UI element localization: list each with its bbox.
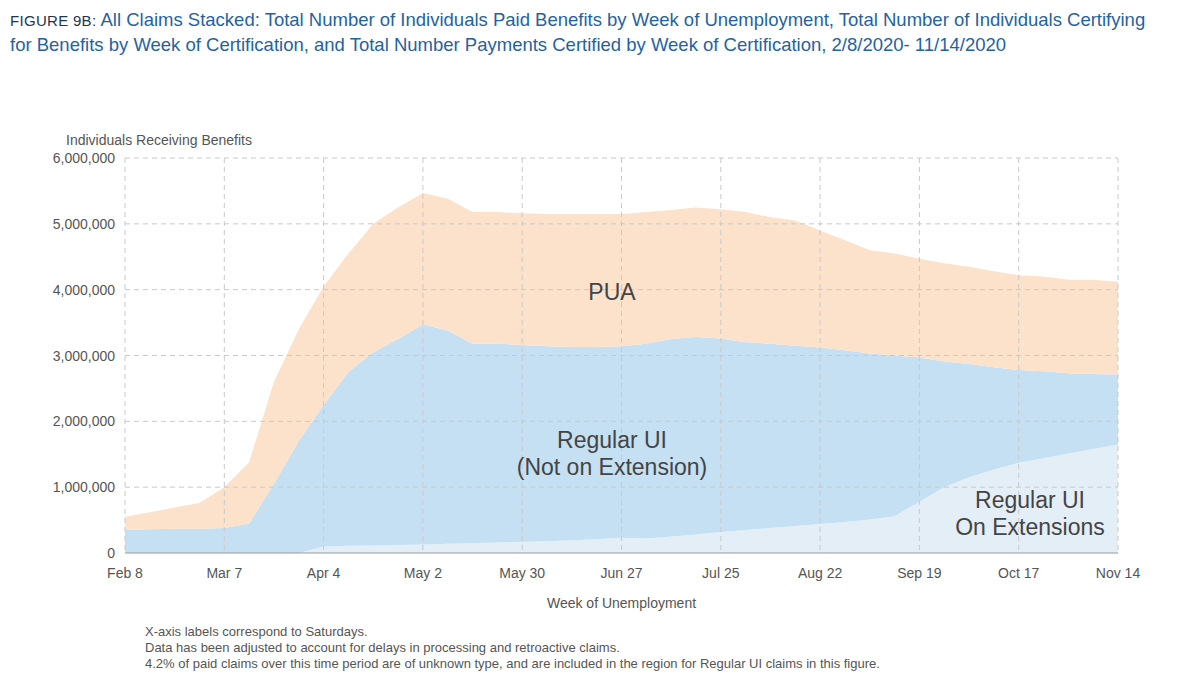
note: X-axis labels correspond to Saturdays. [145,624,368,639]
x-grid-line [125,158,126,553]
y-tick-label: 6,000,000 [53,150,115,166]
x-grid-line [919,158,920,553]
x-grid-line [422,158,423,553]
series-label: PUA [588,279,636,305]
series-label-line: On Extensions [955,514,1105,540]
x-grid-line [820,158,821,553]
series-label-line: PUA [588,279,636,305]
x-tick-label: May 2 [404,565,442,581]
series-label-line: (Not on Extension) [517,454,707,480]
chart-canvas: 0 1,000,000 2,000,000 3,000,000 4,000,000 5,0… [0,0,1188,678]
x-tick-label: Apr 4 [307,565,341,581]
x-tick-label: Nov 14 [1096,565,1141,581]
x-grid-line [720,158,721,553]
note: Data has been adjusted to account for de… [145,640,620,655]
x-tick-label: May 30 [499,565,545,581]
x-tick-label: Sep 19 [897,565,942,581]
y-grid-line [125,355,1118,356]
y-tick-label: 2,000,000 [53,413,115,429]
x-grid-line [522,158,523,553]
note: 4.2% of paid claims over this time perio… [145,656,880,671]
grid [125,158,1118,553]
x-tick-label: Jul 25 [702,565,740,581]
x-tick-label: Feb 8 [107,565,143,581]
y-tick-label: 5,000,000 [53,216,115,232]
y-tick-label: 4,000,000 [53,282,115,298]
chart-title: FIGURE 9B: All Claims Stacked: Total Num… [10,8,1170,57]
series-label-line: Regular UI [557,427,667,453]
x-axis-label: Week of Unemployment [547,595,696,611]
y-tick-label: 1,000,000 [53,479,115,495]
x-axis-line [125,553,1118,554]
y-tick-label: 3,000,000 [53,348,115,364]
x-grid-line [1118,158,1119,553]
y-axis-label: Individuals Receiving Benefits [66,132,252,148]
x-tick-label: Mar 7 [206,565,242,581]
series-label: Regular UI(Not on Extension) [517,427,707,480]
x-grid-line [621,158,622,553]
x-tick-label: Oct 17 [998,565,1039,581]
series-label: Regular UIOn Extensions [955,487,1105,540]
x-tick-label: Jun 27 [600,565,642,581]
x-grid-line [323,158,324,553]
series-label-line: Regular UI [975,487,1085,513]
y-tick-label: 0 [107,545,115,561]
x-grid-line [224,158,225,553]
title-prefix: FIGURE 9B: [10,12,96,29]
areas [125,193,1118,553]
x-tick-label: Aug 22 [798,565,843,581]
